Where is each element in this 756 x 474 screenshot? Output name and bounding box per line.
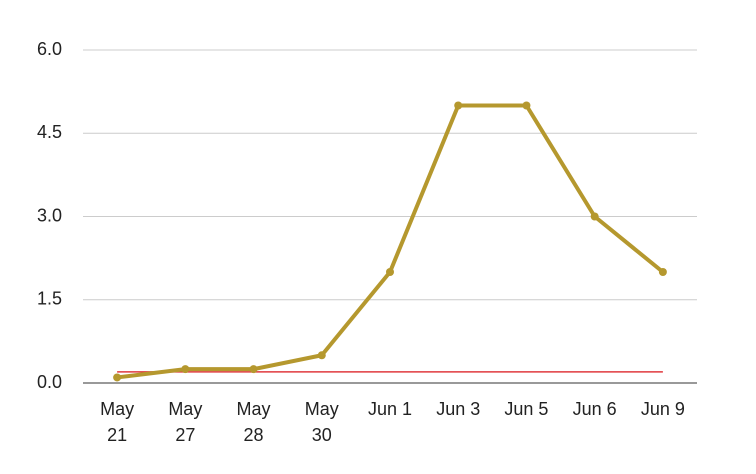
y-tick-label: 3.0 — [37, 205, 62, 225]
point — [522, 101, 531, 110]
series-line — [116, 103, 665, 380]
point — [113, 373, 122, 382]
x-tick-label: May 21 — [100, 399, 135, 445]
x-tick-label: May 28 — [236, 399, 271, 445]
y-tick-label: 1.5 — [37, 289, 62, 309]
point — [181, 365, 190, 374]
x-tick-label: May 27 — [168, 399, 203, 445]
x-tick-label: Jun 1 — [367, 399, 413, 419]
y-tick-label: 0.0 — [37, 372, 62, 392]
point — [249, 365, 258, 374]
x-tick-label: Jun 3 — [436, 399, 481, 419]
point — [590, 212, 599, 221]
point — [317, 351, 326, 360]
x-tick-label: Jun 5 — [504, 399, 549, 419]
point — [454, 101, 463, 110]
y-tick-label: 4.5 — [37, 122, 62, 142]
point — [658, 268, 667, 276]
x-tick-label: Jun 6 — [572, 399, 617, 419]
y-tick-label: 6.0 — [37, 39, 62, 59]
x-tick-label: Jun 9 — [640, 399, 685, 419]
point — [386, 268, 394, 276]
x-tick-label: May 30 — [304, 399, 339, 445]
